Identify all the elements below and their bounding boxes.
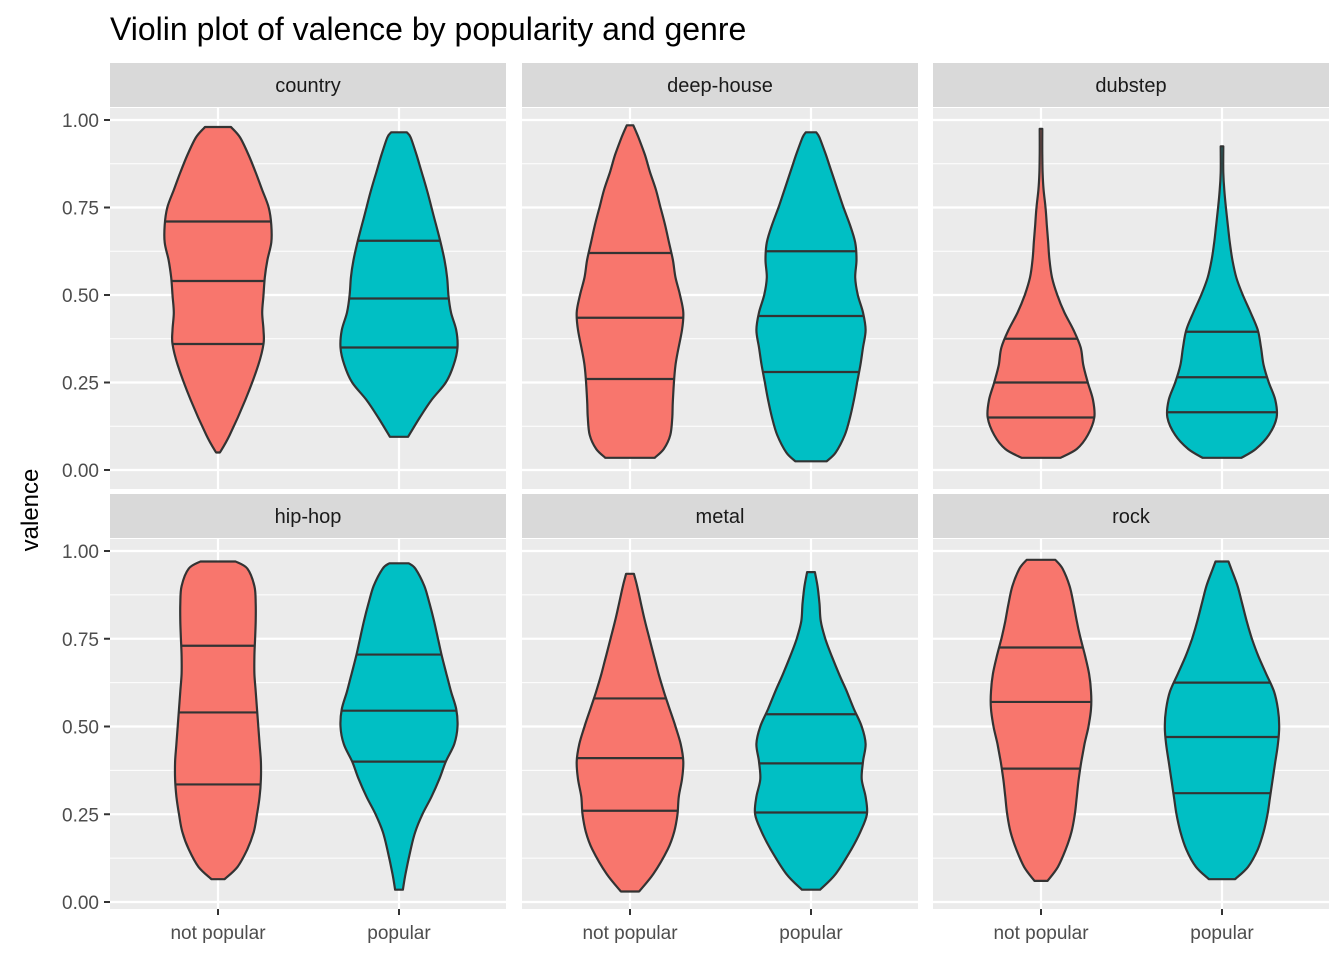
facet-panels: country 0.00 0.25 0.50 0.75 1.00 deep-house dub… [62,63,1329,944]
x-tick-label: popular [779,923,843,944]
violin-deep-house-popular [755,131,867,463]
x-tick-label: not popular [993,923,1089,944]
facet-strip [933,494,1329,538]
facet-panel-rock: rock not popular popular [933,494,1329,944]
y-tick-label: 0.00 [62,893,99,914]
violin-rock-not-popular [989,558,1093,882]
y-axis-title: valence [17,469,44,552]
facet-strip [110,63,506,107]
facet-panel-hip-hop: hip-hop 0.00 0.25 0.50 0.75 1.00 not popular po… [62,494,506,944]
y-tick-label: 0.25 [62,805,99,826]
facet-strip-label: deep-house [667,75,773,97]
y-tick-label: 0.50 [62,718,99,739]
y-tick-label: 0.75 [62,199,99,220]
violin-country-not-popular [163,125,273,454]
violin-rock-popular [1163,560,1281,881]
violin-hip-hop-popular [339,562,459,891]
facet-strip-label: country [275,75,341,97]
facet-panel-metal: metal not popular popular [522,494,918,944]
facet-strip [933,63,1329,107]
facet-panel-country: country 0.00 0.25 0.50 0.75 1.00 [62,63,506,489]
facet-strip-label: metal [696,506,745,528]
facet-strip [110,494,506,538]
y-tick-label: 0.75 [62,630,99,651]
violin-country-popular [339,131,459,438]
facet-panel-dubstep: dubstep [933,63,1329,489]
violin-deep-house-not-popular [575,124,685,459]
y-tick-label: 1.00 [62,111,99,132]
y-tick-label: 0.00 [62,461,99,482]
facet-strip-label: dubstep [1095,75,1166,97]
violin-dubstep-not-popular [986,127,1096,459]
y-tick-label: 0.25 [62,374,99,395]
chart-title: Violin plot of valence by popularity and… [110,11,746,47]
x-tick-label: popular [367,923,431,944]
x-tick-label: popular [1190,923,1254,944]
facet-strip [522,63,918,107]
violin-metal-popular [753,571,869,891]
x-tick-label: not popular [170,923,266,944]
violin-hip-hop-not-popular [173,560,263,881]
y-tick-label: 1.00 [62,542,99,563]
facet-strip-label: hip-hop [275,506,342,528]
facet-strip [522,494,918,538]
x-tick-label: not popular [582,923,678,944]
facet-strip-label: rock [1112,506,1151,528]
violin-dubstep-popular [1165,145,1279,459]
facet-panel-deep-house: deep-house [522,63,918,489]
violin-metal-not-popular [575,572,685,893]
y-tick-label: 0.50 [62,286,99,307]
